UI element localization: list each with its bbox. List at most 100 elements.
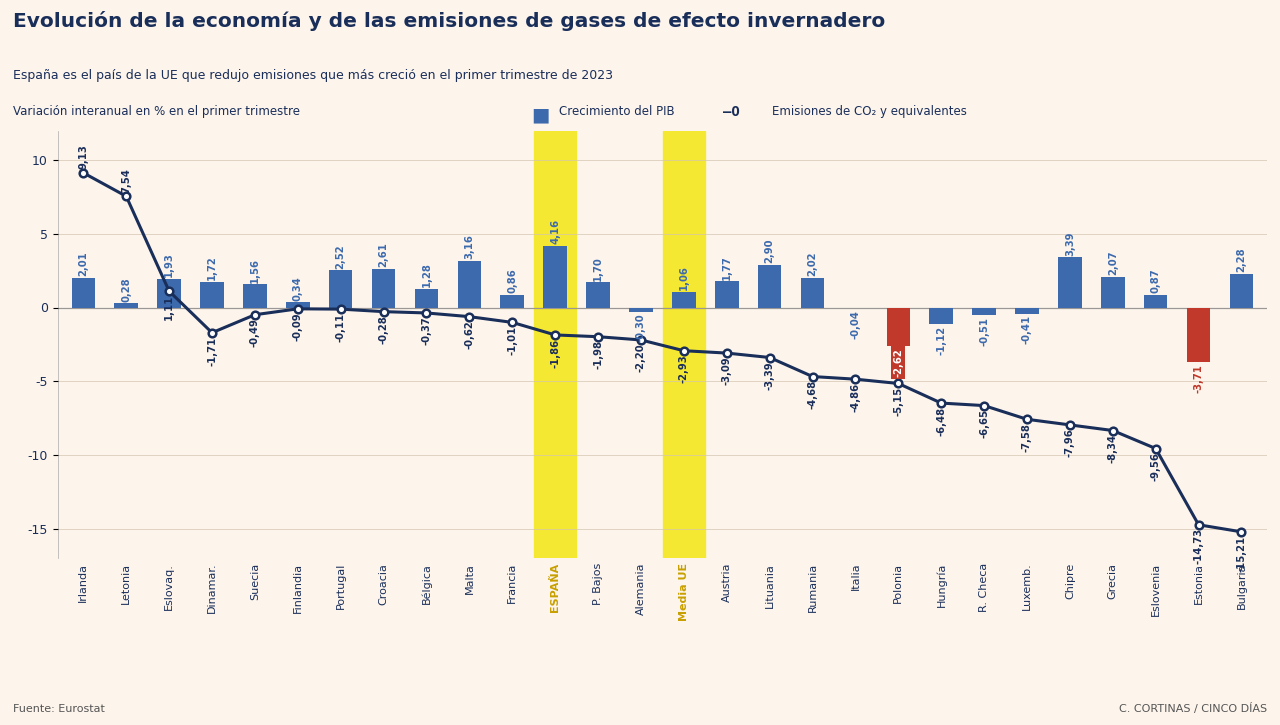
- Bar: [415, 289, 438, 307]
- Text: 2,02: 2,02: [808, 252, 818, 276]
- Text: 2,52: 2,52: [335, 244, 346, 268]
- Text: Croacia: Croacia: [379, 563, 389, 605]
- Text: -0,28: -0,28: [379, 315, 389, 344]
- Text: -1,71: -1,71: [207, 336, 218, 365]
- Text: -3,09: -3,09: [722, 357, 732, 386]
- Text: -0,30: -0,30: [636, 314, 646, 342]
- Text: Bélgica: Bélgica: [421, 563, 431, 603]
- Text: España es el país de la UE que redujo emisiones que más creció en el primer trim: España es el país de la UE que redujo em…: [13, 69, 613, 82]
- Text: 2,90: 2,90: [764, 239, 774, 263]
- Bar: [663, 130, 705, 558]
- Text: -2,93: -2,93: [678, 355, 689, 383]
- Text: -0,11: -0,11: [335, 312, 346, 342]
- Text: -0,09: -0,09: [293, 312, 303, 341]
- Text: 1,77: 1,77: [722, 255, 732, 280]
- Text: 0,86: 0,86: [507, 268, 517, 293]
- Text: -14,73: -14,73: [1193, 529, 1203, 565]
- Text: Malta: Malta: [465, 563, 475, 594]
- Bar: [929, 307, 954, 324]
- Bar: [114, 303, 138, 307]
- Text: -8,34: -8,34: [1107, 434, 1117, 463]
- Text: Variación interanual en % en el primer trimestre: Variación interanual en % en el primer t…: [13, 105, 300, 118]
- Text: -3,39: -3,39: [764, 361, 774, 390]
- Text: Eslovenia: Eslovenia: [1151, 563, 1161, 616]
- Text: Austria: Austria: [722, 563, 732, 602]
- Text: -0,41: -0,41: [1021, 315, 1032, 344]
- Bar: [1101, 277, 1125, 307]
- Text: Dinamar.: Dinamar.: [207, 563, 218, 613]
- Bar: [500, 295, 524, 307]
- Text: Media UE: Media UE: [678, 563, 689, 621]
- Bar: [371, 269, 396, 307]
- Bar: [285, 302, 310, 307]
- Text: 9,13: 9,13: [78, 144, 88, 169]
- Text: 2,01: 2,01: [78, 252, 88, 276]
- Text: Lituania: Lituania: [764, 563, 774, 608]
- Text: Irlanda: Irlanda: [78, 563, 88, 602]
- Text: Rumania: Rumania: [808, 563, 818, 612]
- Text: -15,21: -15,21: [1236, 536, 1247, 571]
- Text: Luxemb.: Luxemb.: [1021, 563, 1032, 610]
- Text: Italia: Italia: [850, 563, 860, 590]
- Text: -5,15: -5,15: [893, 387, 904, 416]
- Bar: [672, 292, 695, 307]
- Bar: [157, 279, 180, 307]
- Text: -7,58: -7,58: [1021, 423, 1032, 452]
- Text: Eslovaq.: Eslovaq.: [164, 563, 174, 610]
- Text: Estonia: Estonia: [1193, 563, 1203, 604]
- Text: -6,48: -6,48: [936, 407, 946, 436]
- Text: -1,01: -1,01: [507, 326, 517, 355]
- Text: Letonia: Letonia: [122, 563, 132, 604]
- Text: 4,16: 4,16: [550, 219, 561, 244]
- Bar: [534, 130, 576, 558]
- Text: -4,68: -4,68: [808, 380, 818, 410]
- Text: 2,07: 2,07: [1107, 251, 1117, 276]
- Text: 2,28: 2,28: [1236, 247, 1247, 272]
- Bar: [1230, 274, 1253, 307]
- Text: Finlandia: Finlandia: [293, 563, 303, 613]
- Text: -7,96: -7,96: [1065, 428, 1075, 457]
- Text: Bulgaria: Bulgaria: [1236, 563, 1247, 609]
- Text: Grecia: Grecia: [1107, 563, 1117, 599]
- Text: 0,28: 0,28: [122, 277, 132, 302]
- Bar: [1144, 294, 1167, 307]
- Bar: [1015, 307, 1039, 313]
- Text: 1,28: 1,28: [421, 262, 431, 287]
- Text: 1,93: 1,93: [164, 252, 174, 277]
- Text: R. Checa: R. Checa: [979, 563, 989, 612]
- Text: 1,70: 1,70: [593, 256, 603, 281]
- Bar: [1187, 307, 1211, 362]
- Text: -2,62: -2,62: [893, 348, 904, 377]
- Text: 1,72: 1,72: [207, 256, 218, 281]
- Text: -0,51: -0,51: [979, 317, 989, 346]
- Text: P. Bajos: P. Bajos: [593, 563, 603, 605]
- Text: 1,06: 1,06: [678, 265, 689, 290]
- Text: -2,20: -2,20: [636, 344, 646, 372]
- Text: -6,65: -6,65: [979, 410, 989, 439]
- Text: -1,98: -1,98: [593, 341, 603, 370]
- Text: -1,86: -1,86: [550, 339, 561, 368]
- Text: C. CORTINAS / CINCO DÍAS: C. CORTINAS / CINCO DÍAS: [1119, 703, 1267, 714]
- Text: Hungría: Hungría: [936, 563, 946, 607]
- Bar: [630, 307, 653, 312]
- Text: -0,62: -0,62: [465, 320, 475, 349]
- Text: Suecia: Suecia: [250, 563, 260, 600]
- Text: Crecimiento del PIB: Crecimiento del PIB: [559, 105, 675, 118]
- Text: Chipre: Chipre: [1065, 563, 1075, 599]
- Text: Polonia: Polonia: [893, 563, 904, 602]
- Text: 0,34: 0,34: [293, 276, 303, 301]
- Text: Portugal: Portugal: [335, 563, 346, 609]
- Text: —O: —O: [723, 105, 740, 119]
- Text: 3,16: 3,16: [465, 234, 475, 259]
- Bar: [758, 265, 781, 307]
- Text: 1,56: 1,56: [250, 257, 260, 283]
- Text: -0,37: -0,37: [421, 317, 431, 345]
- Text: ■: ■: [531, 105, 549, 124]
- Text: -9,56: -9,56: [1151, 452, 1161, 481]
- Bar: [973, 307, 996, 315]
- Text: Evolución de la economía y de las emisiones de gases de efecto invernadero: Evolución de la economía y de las emisio…: [13, 11, 884, 31]
- Text: 0,87: 0,87: [1151, 268, 1161, 293]
- Text: -3,71: -3,71: [1193, 365, 1203, 393]
- Text: -1,12: -1,12: [936, 326, 946, 355]
- Text: -0,49: -0,49: [250, 318, 260, 347]
